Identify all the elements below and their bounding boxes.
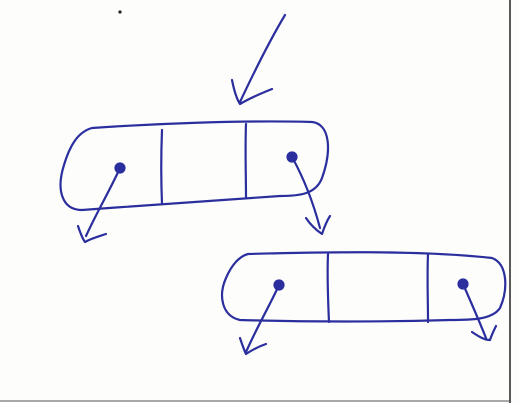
node-2-next-arrow [461,282,488,340]
stray-dot [118,10,122,14]
node-2-outline [221,251,507,323]
node-1-prev-arrow [84,166,122,238]
list-node-2 [221,251,507,356]
head-arrow [230,13,287,106]
node-2-divider-1 [326,252,331,324]
list-node-1 [59,120,332,244]
node-1-outline [59,120,329,212]
node-1-divider-1 [160,128,164,206]
node-1-next-arrow [290,155,322,230]
node-2-prev-arrow [244,283,281,354]
